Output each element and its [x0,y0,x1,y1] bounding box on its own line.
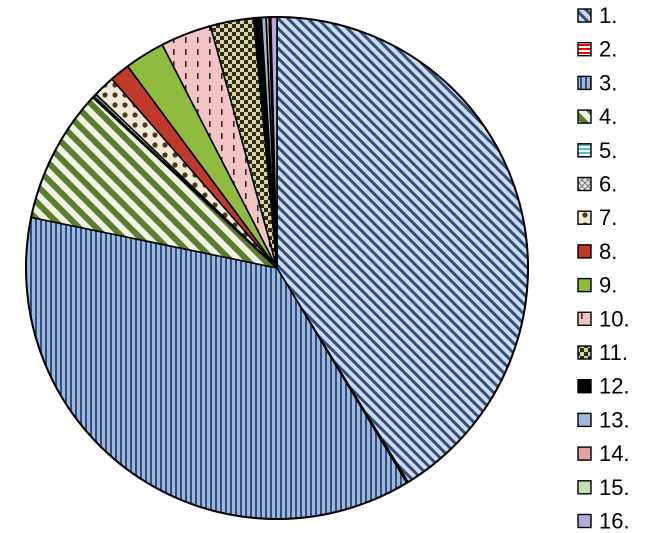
legend-label-10: 10. [599,306,630,331]
legend-label-3: 3. [599,70,617,95]
legend-label-1: 1. [599,3,617,28]
legend-swatch-14 [577,446,592,461]
legend-label-11: 11. [599,340,628,365]
legend-label-9: 9. [599,273,617,298]
legend-item-14: 14. [577,441,630,466]
legend-swatch-6 [577,176,592,192]
legend-label-6: 6. [599,172,617,197]
legend-label-15: 15. [599,475,630,500]
legend-item-15: 15. [577,475,630,500]
legend-swatch-10 [577,311,592,326]
pie-slices [25,16,529,520]
legend-swatch-2 [577,42,592,57]
legend-label-8: 8. [599,239,617,264]
legend-item-11: 11. [577,340,628,365]
legend-item-12: 12. [577,374,630,399]
legend-item-1: 1. [577,3,617,28]
legend-swatch-8 [577,244,592,259]
pie-outline [25,16,529,520]
legend-swatch-13 [577,412,592,428]
legend-label-4: 4. [599,104,617,129]
legend-swatch-12 [577,379,592,394]
legend-item-10: 10. [577,306,630,331]
legend-label-12: 12. [599,374,630,399]
legend-swatch-11 [577,345,592,360]
legend-item-9: 9. [577,273,617,298]
legend-label-14: 14. [599,441,630,466]
legend-label-7: 7. [599,205,617,230]
legend-swatch-7 [577,210,592,225]
legend-swatch-5 [577,143,592,158]
legend: 1. 2. 3. 4. 5. 6. 7. 8. 9. 10. 11. 12. 13. 14. 15. 16. [577,3,630,533]
legend-label-5: 5. [599,138,617,163]
legend-item-5: 5. [577,138,617,163]
legend-label-2: 2. [599,37,617,62]
legend-item-7: 7. [577,205,617,230]
legend-item-8: 8. [577,239,617,264]
legend-label-13: 13. [599,407,630,432]
legend-item-4: 4. [577,104,617,129]
legend-item-2: 2. [577,37,617,62]
legend-label-16: 16. [599,509,630,533]
legend-swatch-15 [577,480,592,495]
legend-item-3: 3. [577,70,617,95]
legend-item-16: 16. [577,509,630,533]
legend-item-6: 6. [577,172,617,197]
legend-swatch-1 [577,8,592,23]
legend-item-13: 13. [577,407,630,432]
legend-swatch-3 [577,75,592,91]
legend-swatch-16 [577,513,592,529]
legend-swatch-4 [577,109,592,124]
legend-swatch-9 [577,277,592,293]
